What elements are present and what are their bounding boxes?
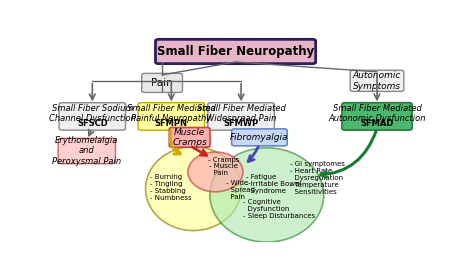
Text: Small Fiber Sodium
Channel Dysfunction: Small Fiber Sodium Channel Dysfunction <box>49 104 136 123</box>
Text: - Burning
- Tingling
- Stabbing
- Numbness: - Burning - Tingling - Stabbing - Numbne… <box>150 174 192 201</box>
Text: - Fatigue
- Irritable Bowel
  Syndrome: - Fatigue - Irritable Bowel Syndrome <box>246 174 301 194</box>
FancyBboxPatch shape <box>350 70 404 91</box>
FancyBboxPatch shape <box>59 103 126 130</box>
Text: Autonomic
Symptoms: Autonomic Symptoms <box>353 71 401 91</box>
Ellipse shape <box>146 147 241 231</box>
Ellipse shape <box>210 148 324 242</box>
Text: Small Fiber Neuropathy: Small Fiber Neuropathy <box>157 45 314 58</box>
Ellipse shape <box>188 152 243 192</box>
Text: - Muscle
  Pain: - Muscle Pain <box>209 163 238 176</box>
Text: SFMPN: SFMPN <box>155 119 188 128</box>
Text: Pain: Pain <box>151 78 173 88</box>
Text: - GI symptomes
- Heart Rate
  Dysregulation
- Temperature
  Sensitivities: - GI symptomes - Heart Rate Dysregulatio… <box>290 161 345 195</box>
Text: Small Fiber Mediated
Painful Neuropathy: Small Fiber Mediated Painful Neuropathy <box>127 104 216 123</box>
Text: SFMWP: SFMWP <box>223 119 259 128</box>
FancyBboxPatch shape <box>169 128 210 147</box>
FancyBboxPatch shape <box>208 103 274 130</box>
FancyBboxPatch shape <box>232 129 287 146</box>
Text: SFMAD: SFMAD <box>360 119 394 128</box>
FancyBboxPatch shape <box>342 103 412 130</box>
FancyBboxPatch shape <box>138 103 205 130</box>
Text: Erythomelalgia
and
Peroxysmal Pain: Erythomelalgia and Peroxysmal Pain <box>52 136 121 166</box>
Text: Small Fiber Mediated
Widespread Pain: Small Fiber Mediated Widespread Pain <box>197 104 285 123</box>
FancyBboxPatch shape <box>142 73 182 92</box>
Text: Small Fiber Mediated
Autonomic Dysfunction: Small Fiber Mediated Autonomic Dysfuncti… <box>328 104 426 123</box>
Text: SFSCD: SFSCD <box>77 119 108 128</box>
FancyBboxPatch shape <box>155 39 316 64</box>
Text: - Cognitive
  Dysfunction
- Sleep Disturbances: - Cognitive Dysfunction - Sleep Disturba… <box>243 199 315 219</box>
Text: - Wide-
  Spread
  Pain: - Wide- Spread Pain <box>227 180 255 200</box>
Text: Muscle
Cramps: Muscle Cramps <box>172 128 207 147</box>
Text: Fibromyalgia: Fibromyalgia <box>230 133 289 142</box>
FancyBboxPatch shape <box>58 138 116 164</box>
Text: - Cramps: - Cramps <box>208 157 239 163</box>
